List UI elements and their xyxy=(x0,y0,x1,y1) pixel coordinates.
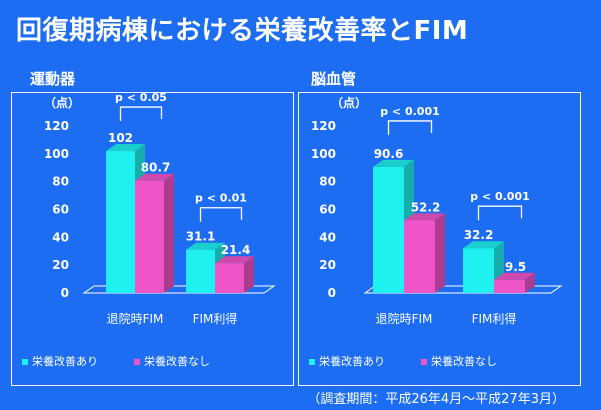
bar-side xyxy=(244,256,254,293)
y-tick-label: 80 xyxy=(319,175,336,189)
legend-label: 栄養改善なし xyxy=(431,354,497,368)
bar-not-improved xyxy=(404,213,445,293)
x-category-label: 退院時FIM xyxy=(107,312,164,326)
legend-swatch xyxy=(22,359,28,365)
significance-bracket xyxy=(477,205,523,221)
bar-front xyxy=(186,249,215,293)
bar-value-label: 32.2 xyxy=(464,228,494,242)
y-tick-label: 120 xyxy=(44,119,69,133)
chart-panel-cerebrovascular: （点） 0 20 40 60 80 100 120 90.6 52.2 退院時FIM p < 0.00… xyxy=(298,92,581,386)
bar-top xyxy=(373,159,414,167)
y-tick-label: 120 xyxy=(311,119,336,133)
bar-improved xyxy=(373,159,414,293)
bar-front xyxy=(215,263,244,293)
slide-title: 回復期病棟における栄養改善率とFIM xyxy=(16,16,469,46)
significance-bracket xyxy=(387,120,433,135)
panel-title-musculoskeletal: 運動器 xyxy=(30,70,76,88)
bar-value-label: 102 xyxy=(108,131,133,145)
y-tick-label: 20 xyxy=(319,258,336,272)
legend-swatch xyxy=(134,359,140,365)
bar-front xyxy=(494,279,525,293)
y-tick-label: 0 xyxy=(61,286,69,300)
bar-top xyxy=(186,242,225,250)
bar-front xyxy=(404,220,435,293)
p-value-label: p < 0.05 xyxy=(115,93,167,104)
p-value-label: p < 0.01 xyxy=(195,192,247,205)
y-tick-label: 100 xyxy=(311,147,336,161)
significance-bracket xyxy=(199,207,243,222)
bar-not-improved xyxy=(135,173,174,293)
y-tick-label: 60 xyxy=(52,203,69,217)
p-value-label: p < 0.001 xyxy=(380,105,440,118)
chart-cerebrovascular: （点） 0 20 40 60 80 100 120 90.6 52.2 退院時FIM p < 0.00… xyxy=(309,95,563,368)
y-tick-label: 40 xyxy=(52,230,69,244)
bar-front xyxy=(463,248,494,293)
bar-value-label: 52.2 xyxy=(411,200,441,214)
chart-panel-musculoskeletal: （点） 0 20 40 60 80 100 120 102 80.7 退院時FIM p < 0.05 3… xyxy=(11,92,294,386)
y-axis-unit-label: （点） xyxy=(331,95,367,110)
y-axis-unit-label: （点） xyxy=(44,95,80,110)
y-tick-label: 0 xyxy=(328,286,336,300)
bar-top xyxy=(135,173,174,181)
bar-not-improved xyxy=(215,256,254,293)
bar-side xyxy=(435,213,445,293)
bar-value-label: 9.5 xyxy=(505,260,526,274)
bar-top xyxy=(106,144,145,152)
bar-value-label: 90.6 xyxy=(374,147,404,161)
significance-bracket xyxy=(119,106,163,122)
y-tick-label: 60 xyxy=(319,203,336,217)
survey-period-note: （調査期間：平成26年4月～平成27年3月） xyxy=(307,392,565,407)
bar-top xyxy=(215,256,254,264)
legend-label: 栄養改善あり xyxy=(319,354,385,368)
panel-title-cerebrovascular: 脳血管 xyxy=(311,70,357,88)
x-category-label: 退院時FIM xyxy=(376,312,433,326)
y-tick-label: 20 xyxy=(52,258,69,272)
bar-top xyxy=(463,241,504,249)
p-value-label: p < 0.001 xyxy=(470,190,530,203)
y-tick-label: 100 xyxy=(44,147,69,161)
bar-front xyxy=(135,180,164,293)
legend-swatch xyxy=(421,359,427,365)
bar-value-label: 31.1 xyxy=(186,230,216,244)
legend-swatch xyxy=(309,359,315,365)
x-category-label: FIM利得 xyxy=(472,311,517,326)
bar-front xyxy=(373,166,404,293)
bar-not-improved xyxy=(494,272,535,293)
bar-top xyxy=(494,272,535,280)
y-tick-label: 40 xyxy=(319,230,336,244)
legend-label: 栄養改善なし xyxy=(144,354,210,368)
bar-side xyxy=(525,272,535,293)
chart-musculoskeletal: （点） 0 20 40 60 80 100 120 102 80.7 退院時FIM p < 0.05 3… xyxy=(22,93,276,368)
legend-label: 栄養改善あり xyxy=(32,354,98,368)
bar-side xyxy=(164,173,174,293)
y-tick-label: 80 xyxy=(52,175,69,189)
bar-front xyxy=(106,151,135,293)
x-category-label: FIM利得 xyxy=(193,311,238,326)
bar-value-label: 21.4 xyxy=(221,243,251,257)
bar-top xyxy=(404,213,445,221)
bar-value-label: 80.7 xyxy=(141,161,171,175)
